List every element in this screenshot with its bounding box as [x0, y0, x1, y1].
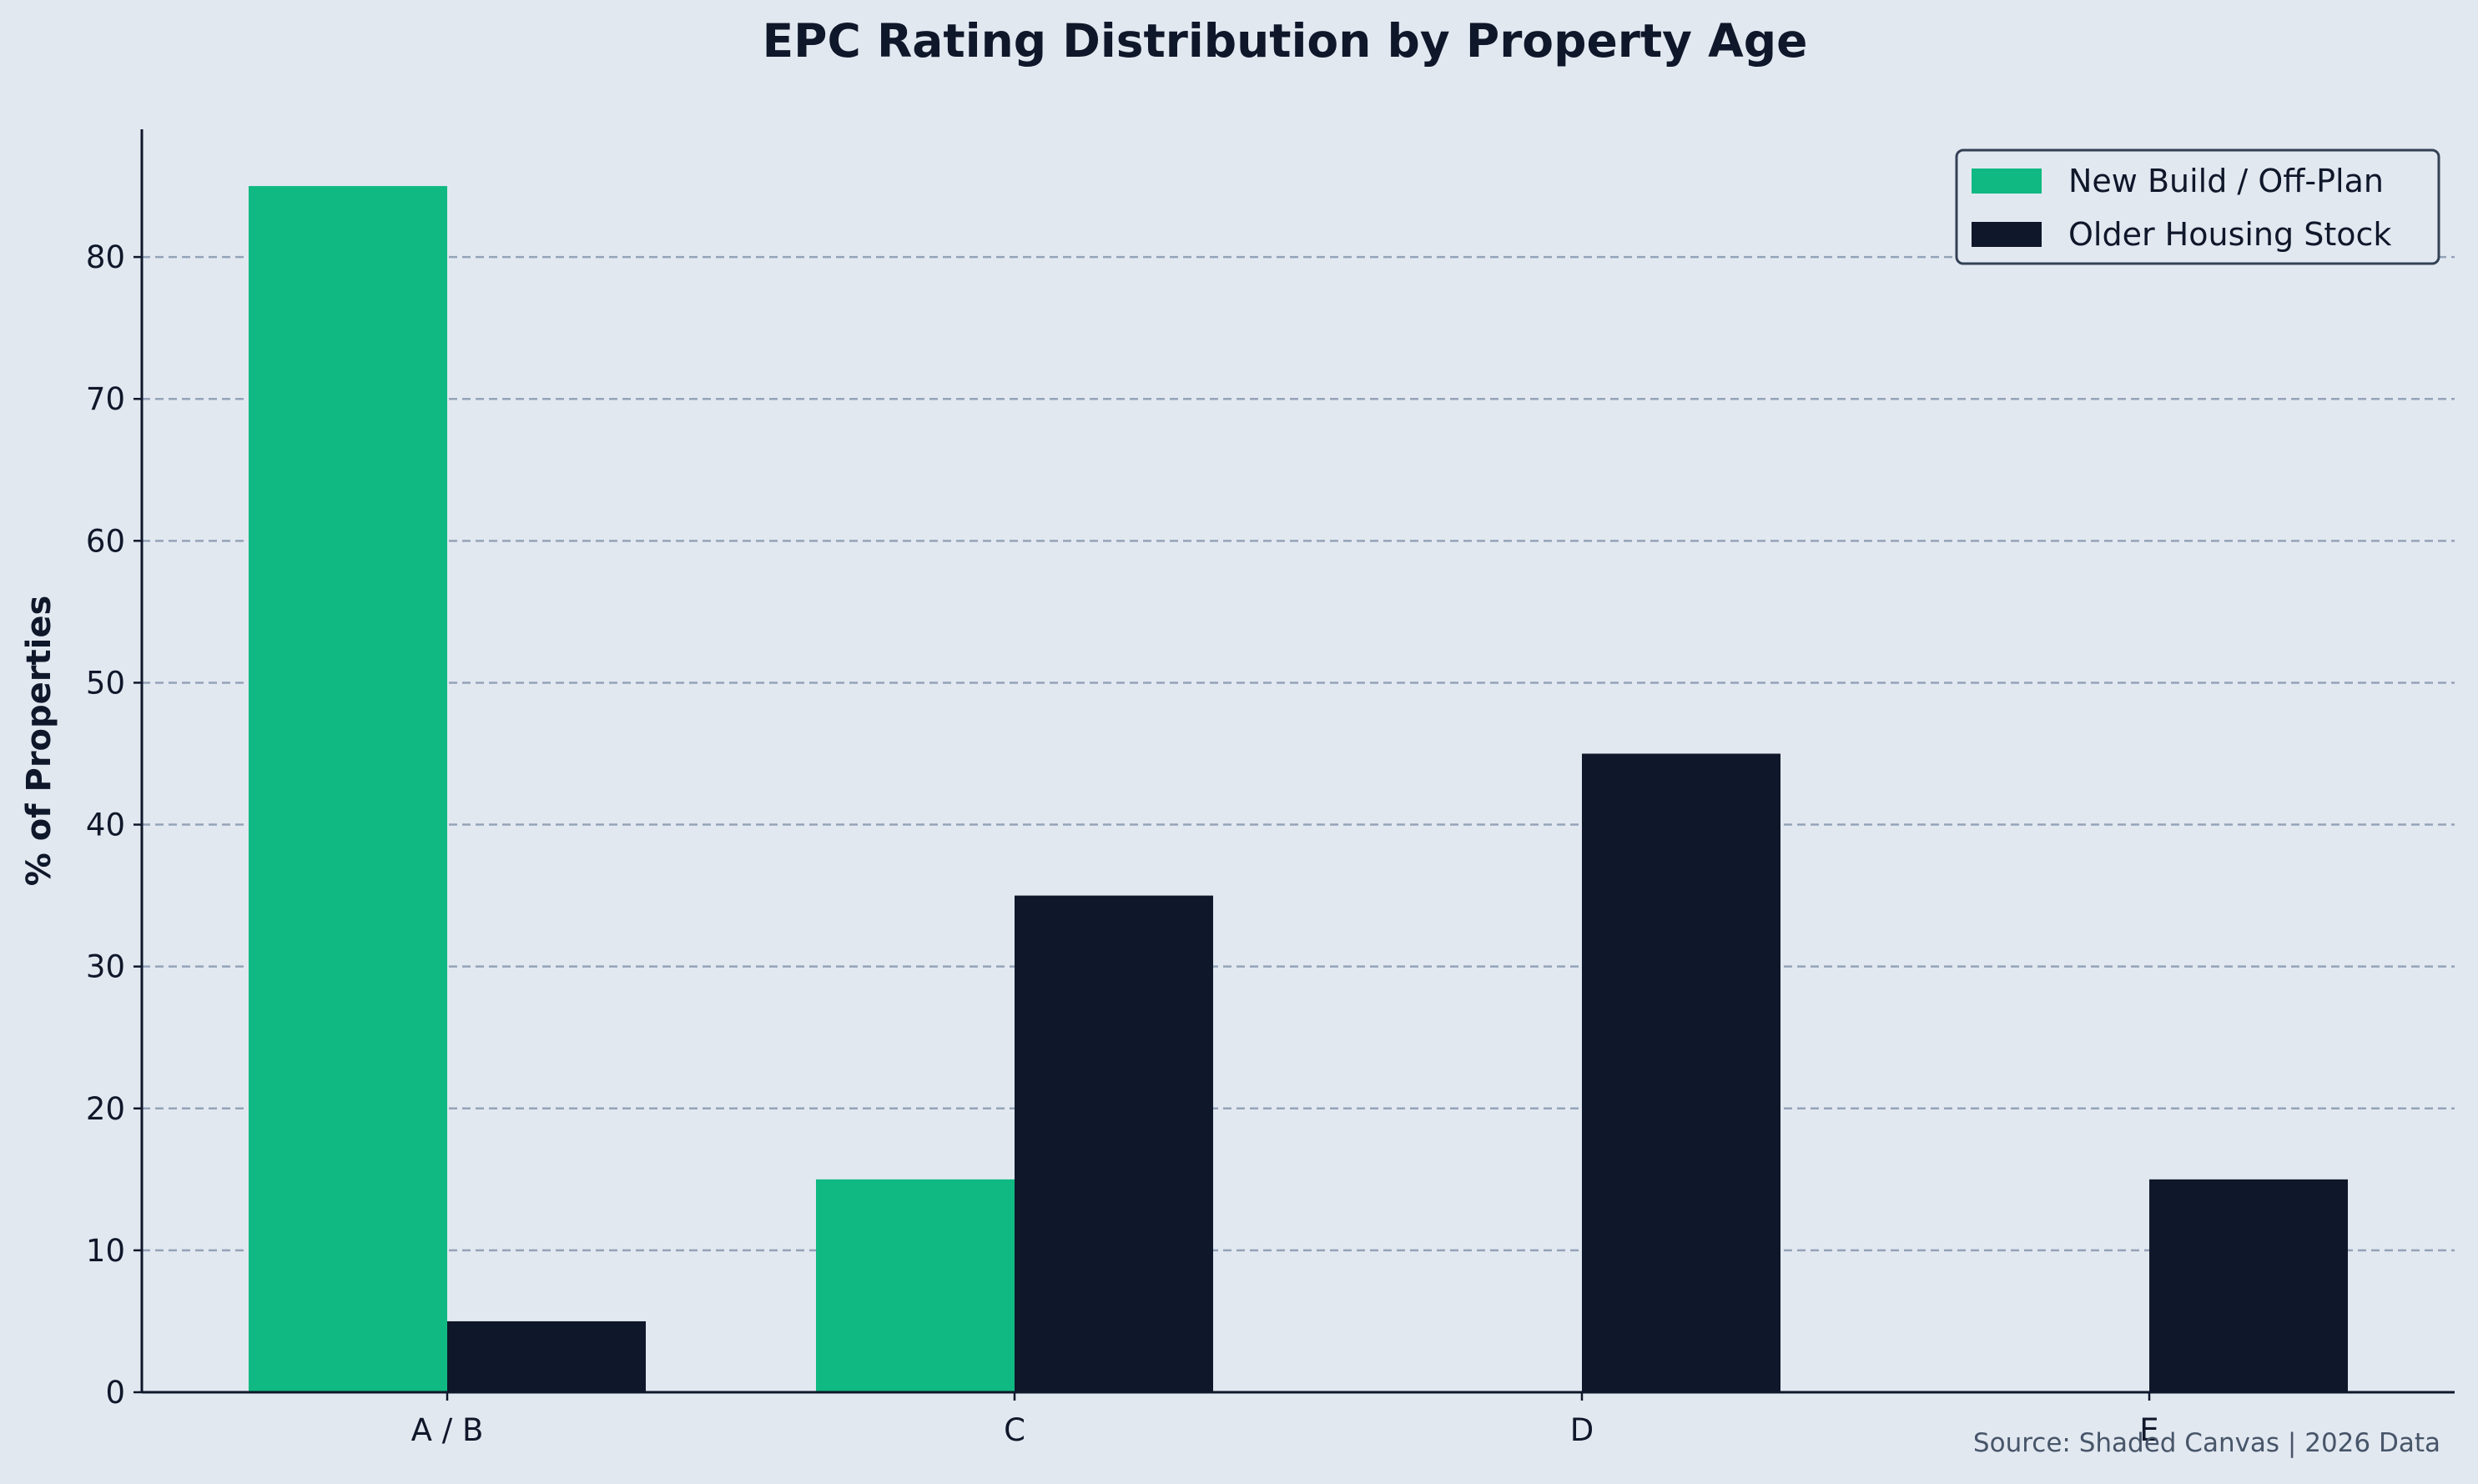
y-tick-label-10: 10 — [86, 1233, 125, 1269]
y-tick-label-30: 30 — [86, 949, 125, 985]
legend-label-0: New Build / Off-Plan — [2068, 163, 2384, 199]
y-tick-label-20: 20 — [86, 1091, 125, 1127]
bar-new-build-off-plan-0 — [249, 186, 447, 1393]
y-axis-label: % of Properties — [20, 596, 58, 887]
x-tick-label-2: D — [1570, 1412, 1594, 1448]
y-tick-label-40: 40 — [86, 807, 125, 843]
bar-older-housing-stock-3 — [2149, 1179, 2348, 1392]
bar-older-housing-stock-0 — [447, 1321, 646, 1392]
bar-new-build-off-plan-1 — [816, 1179, 1015, 1392]
x-tick-label-0: A / B — [411, 1412, 484, 1448]
y-tick-label-70: 70 — [86, 381, 125, 417]
legend-label-1: Older Housing Stock — [2068, 216, 2391, 253]
y-tick-label-80: 80 — [86, 239, 125, 275]
bar-older-housing-stock-2 — [1582, 753, 1780, 1392]
legend-box — [1955, 148, 2440, 265]
x-tick-label-3: E — [2139, 1412, 2158, 1448]
gridlines — [142, 255, 2455, 1252]
source-note: Source: Shaded Canvas | 2026 Data — [1973, 1428, 2440, 1458]
chart-title: EPC Rating Distribution by Property Age — [763, 14, 1808, 68]
x-tick-label-1: C — [1004, 1412, 1025, 1448]
axes: 0 10 20 30 40 50 60 70 80 A / B C D E — [86, 129, 2455, 1448]
y-tick-label-50: 50 — [86, 665, 125, 701]
legend-swatch-0 — [1972, 169, 2042, 194]
y-tick-label-0: 0 — [105, 1375, 125, 1411]
legend-swatch-1 — [1972, 222, 2042, 247]
bar-older-housing-stock-1 — [1015, 895, 1213, 1392]
y-tick-label-60: 60 — [86, 523, 125, 559]
legend: New Build / Off-Plan Older Housing Stock — [1955, 148, 2440, 265]
bars — [249, 186, 2348, 1393]
